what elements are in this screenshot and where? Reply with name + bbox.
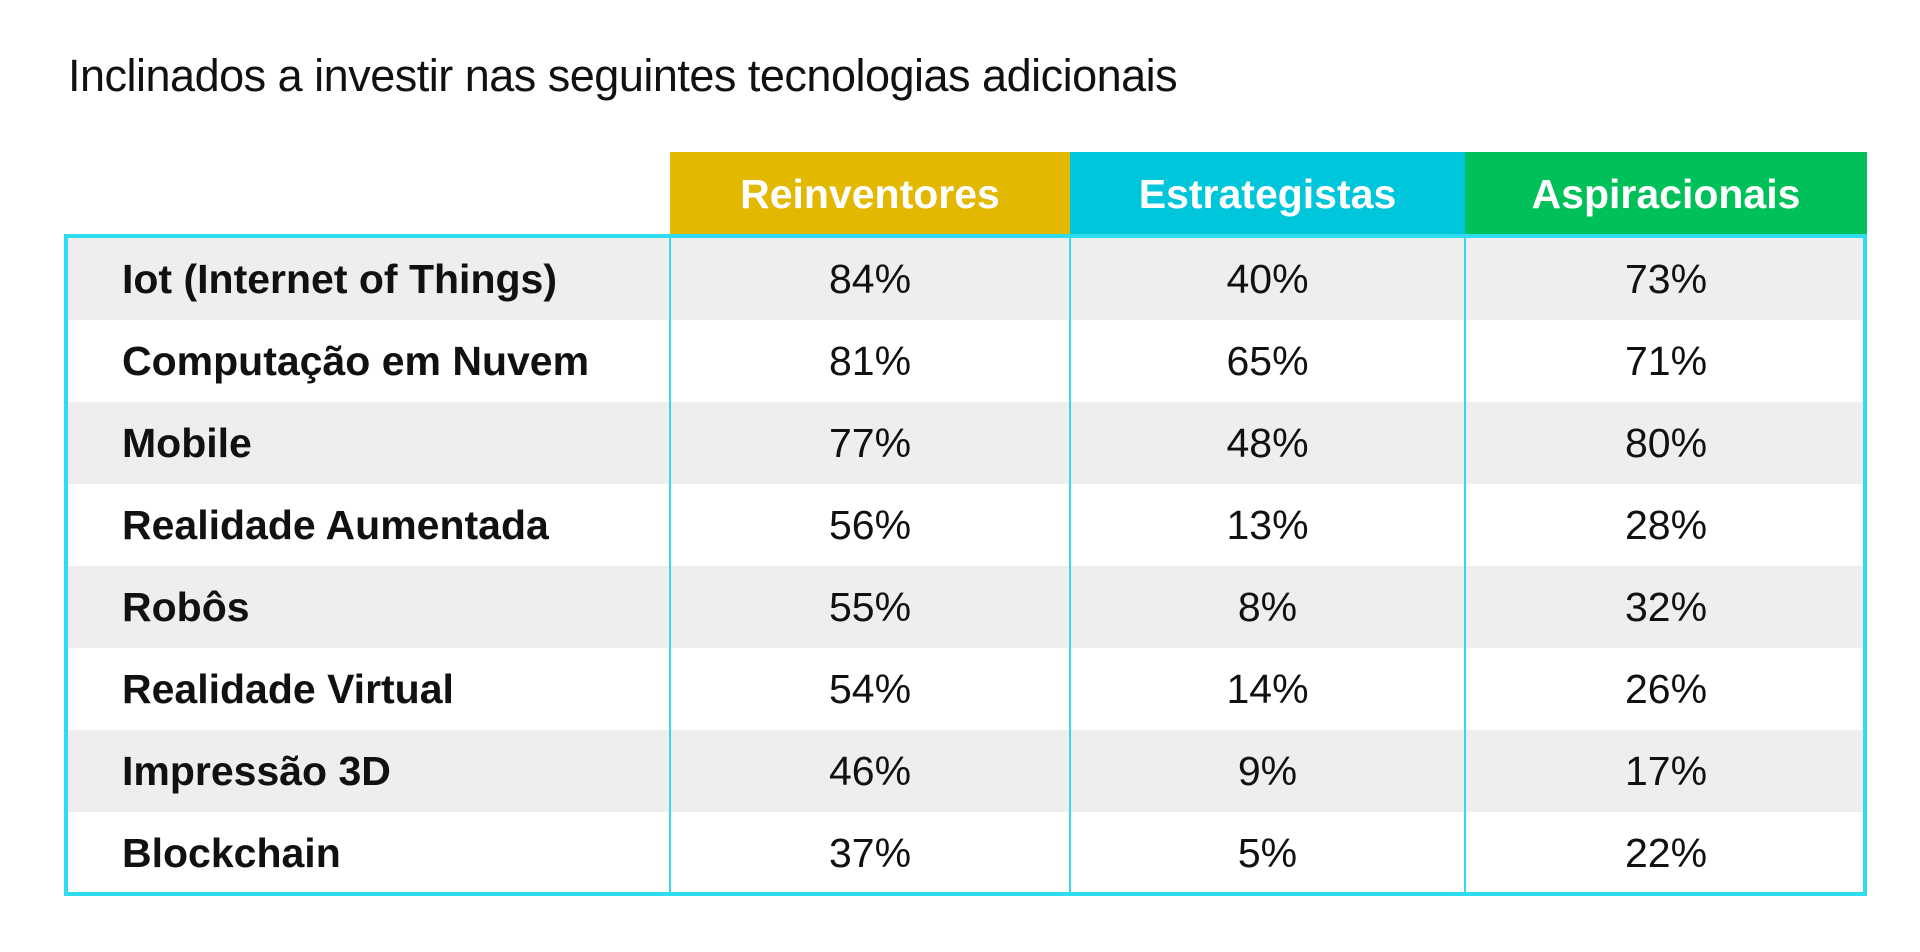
row-label: Realidade Virtual <box>122 666 454 712</box>
value-cell: 9% <box>1237 748 1298 794</box>
value-cell: 14% <box>1226 666 1309 712</box>
value-cell: 65% <box>1226 338 1309 384</box>
value-cell: 84% <box>828 256 912 302</box>
value-cell: 37% <box>828 830 912 876</box>
table-row: Realidade Virtual 54% 14% 26% <box>68 648 1863 730</box>
table-row: Robôs 55% 8% 32% <box>68 566 1863 648</box>
column-header-label: Reinventores <box>740 170 1000 217</box>
value-cell: 56% <box>828 502 912 548</box>
value-cell: 5% <box>1237 830 1298 876</box>
table-row: Mobile 77% 48% 80% <box>68 402 1863 484</box>
column-header-estrategistas: Estrategistas <box>1070 152 1465 252</box>
row-label: Iot (Internet of Things) <box>122 256 557 302</box>
row-label: Realidade Aumentada <box>122 502 549 548</box>
table-row: Impressão 3D 46% 9% 17% <box>68 730 1863 812</box>
column-divider <box>1069 238 1071 892</box>
value-cell: 55% <box>828 584 912 630</box>
value-cell: 80% <box>1624 420 1708 466</box>
column-header-reinventores: Reinventores <box>670 152 1070 252</box>
table-row: Blockchain 37% 5% 22% <box>68 812 1863 892</box>
value-cell: 48% <box>1226 420 1309 466</box>
value-cell: 8% <box>1237 584 1298 630</box>
row-label: Computação em Nuvem <box>122 338 590 384</box>
row-label: Impressão 3D <box>122 748 391 794</box>
value-cell: 71% <box>1624 338 1708 384</box>
value-cell: 40% <box>1226 256 1309 302</box>
data-table: Iot (Internet of Things) 84% 40% 73% Computa… <box>64 234 1867 896</box>
table-row: Computação em Nuvem 81% 65% 71% <box>68 320 1863 402</box>
row-label: Robôs <box>122 584 250 630</box>
column-header-label: Aspiracionais <box>1531 170 1801 217</box>
column-header-aspiracionais: Aspiracionais <box>1465 152 1867 252</box>
column-divider <box>669 238 671 892</box>
chart-title: Inclinados a investir nas seguintes tecn… <box>68 50 1178 101</box>
value-cell: 54% <box>828 666 912 712</box>
table-row: Iot (Internet of Things) 84% 40% 73% <box>68 238 1863 320</box>
value-cell: 28% <box>1624 502 1708 548</box>
table-row: Realidade Aumentada 56% 13% 28% <box>68 484 1863 566</box>
value-cell: 73% <box>1624 256 1708 302</box>
column-header-label: Estrategistas <box>1138 170 1397 217</box>
row-label: Mobile <box>122 420 252 466</box>
value-cell: 77% <box>828 420 912 466</box>
value-cell: 22% <box>1624 830 1708 876</box>
column-headers: Reinventores Estrategistas Aspiracionais <box>0 152 1920 252</box>
column-divider <box>1464 238 1466 892</box>
value-cell: 17% <box>1624 748 1708 794</box>
value-cell: 32% <box>1624 584 1708 630</box>
value-cell: 46% <box>828 748 912 794</box>
value-cell: 13% <box>1226 502 1309 548</box>
value-cell: 81% <box>828 338 912 384</box>
value-cell: 26% <box>1624 666 1708 712</box>
row-label: Blockchain <box>122 830 341 876</box>
